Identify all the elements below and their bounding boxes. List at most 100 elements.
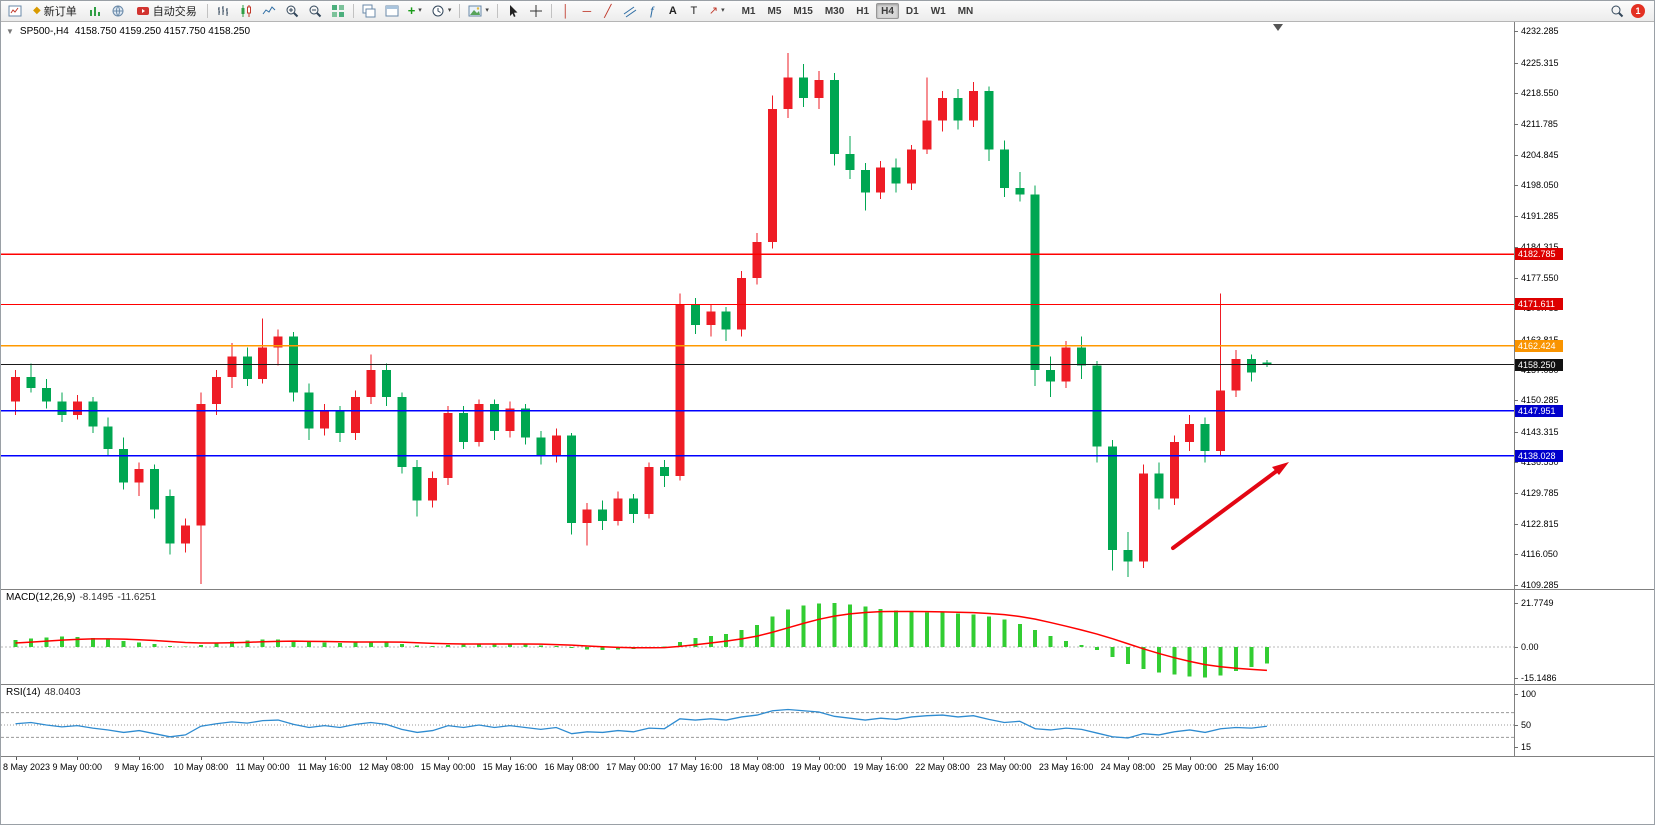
time-tick: [880, 756, 882, 760]
time-axis[interactable]: 8 May 2023 9 May 00:00 9 May 16:00 10 May 0…: [1, 756, 1514, 778]
price-tag: 4171.611: [1515, 298, 1563, 311]
time-tick: [324, 756, 326, 760]
timeframe-d1-button[interactable]: D1: [901, 3, 924, 19]
timeframe-m1-button[interactable]: M1: [737, 3, 761, 19]
timeframe-m15-button[interactable]: M15: [788, 3, 817, 19]
price-tick-mark: [1514, 31, 1518, 33]
main-chart-canvas[interactable]: [1, 21, 1514, 589]
price-tick-mark: [1514, 492, 1518, 494]
notification-badge[interactable]: 1: [1631, 4, 1645, 18]
chart-symbol-label: SP500-,H4: [19, 26, 69, 37]
new-order-icon: ◆: [33, 5, 41, 16]
time-label: 22 May 08:00: [915, 762, 970, 772]
new-window-button[interactable]: [381, 2, 403, 20]
price-tick-label: 4143.315: [1521, 426, 1559, 437]
horizontal-line-tool-button[interactable]: ─: [577, 2, 597, 20]
line-chart-icon: [262, 6, 276, 15]
cursor-button[interactable]: [502, 2, 524, 20]
indicators-plus-icon: +: [407, 3, 416, 18]
text-tool-button[interactable]: A: [663, 2, 683, 20]
price-scale[interactable]: 4232.285 4225.315 4218.550 4211.785 4204.845…: [1514, 1, 1654, 824]
search-button[interactable]: [1606, 2, 1628, 20]
price-tick-label: 4163.815: [1521, 335, 1559, 345]
indicators-button[interactable]: + ▾: [404, 2, 426, 20]
chevron-down-icon: ▾: [485, 7, 489, 14]
zoom-in-button[interactable]: [281, 2, 303, 20]
navigator-button[interactable]: [107, 2, 129, 20]
rsi-label: RSI(14) 48.0403: [6, 687, 81, 698]
macd-tick-mark: [1514, 677, 1518, 679]
price-tick-label: 4218.550: [1521, 88, 1559, 99]
rsi-panel-separator[interactable]: [1, 684, 1654, 685]
crosshair-button[interactable]: [525, 2, 547, 20]
price-tick-label: 4211.785: [1521, 118, 1558, 129]
price-tick-mark: [1514, 247, 1518, 249]
price-tick-label: 4129.785: [1521, 487, 1559, 498]
time-tick: [139, 756, 141, 760]
label-tool-button[interactable]: T: [684, 2, 704, 20]
time-label: 11 May 00:00: [235, 762, 290, 772]
market-watch-button[interactable]: [84, 2, 106, 20]
timeframe-w1-button[interactable]: W1: [926, 3, 951, 19]
trendline-tool-button[interactable]: ╱: [598, 2, 618, 20]
vertical-line-tool-button[interactable]: │: [556, 2, 576, 20]
price-tick-mark: [1514, 215, 1518, 217]
price-tag: 4158.250: [1515, 358, 1563, 371]
tile-windows-button[interactable]: [327, 2, 349, 20]
price-tick-label: 4204.845: [1521, 149, 1559, 160]
bar-chart-type-button[interactable]: [212, 2, 234, 20]
periods-button[interactable]: ▾: [427, 2, 456, 20]
price-tick-mark: [1514, 524, 1518, 526]
navigator-icon: [112, 5, 124, 17]
time-label: 9 May 16:00: [114, 762, 164, 772]
timeframe-group: M1 M5 M15 M30 H1 H4 D1 W1 MN: [736, 3, 980, 19]
time-label: 11 May 16:00: [297, 762, 352, 772]
time-tick: [1251, 756, 1253, 760]
rsi-scale-label: 100: [1521, 689, 1537, 699]
price-tick-mark: [1514, 400, 1518, 402]
rsi-scale-label: 50: [1521, 720, 1532, 730]
timeframe-mn-button[interactable]: MN: [953, 3, 979, 19]
price-tick-label: 4150.285: [1521, 395, 1559, 406]
timeframe-m30-button[interactable]: M30: [820, 3, 849, 19]
timeframe-h4-button[interactable]: H4: [876, 3, 899, 19]
macd-panel-canvas[interactable]: [1, 589, 1514, 684]
cascade-windows-button[interactable]: [358, 2, 380, 20]
horizontal-lines-layer: [1, 253, 1514, 457]
rsi-tick-mark: [1514, 694, 1518, 695]
rsi-panel-canvas[interactable]: [1, 684, 1514, 756]
crosshair-icon: [529, 5, 542, 17]
price-tick-mark: [1514, 62, 1518, 64]
arrow-tool-icon: ↗: [708, 5, 719, 17]
one-click-trading-toggle[interactable]: ▼: [6, 27, 14, 36]
market-watch-icon: [89, 7, 100, 16]
chevron-down-icon: ▾: [721, 7, 725, 14]
time-tick: [1189, 756, 1191, 760]
macd-scale-label: 21.7749: [1521, 598, 1554, 608]
line-chart-type-button[interactable]: [258, 2, 280, 20]
macd-panel-separator[interactable]: [1, 589, 1654, 590]
price-tick-mark: [1514, 123, 1518, 125]
equidistant-channel-icon: [623, 6, 637, 18]
time-label: 25 May 00:00: [1162, 762, 1217, 772]
new-chart-button[interactable]: [4, 2, 26, 20]
time-label: 8 May 2023: [3, 762, 51, 772]
timeframe-h1-button[interactable]: H1: [851, 3, 874, 19]
autotrading-button[interactable]: 自动交易: [130, 2, 203, 20]
arrows-tool-button[interactable]: ↗ ▾: [705, 2, 729, 20]
fibonacci-tool-button[interactable]: ƒ: [642, 2, 662, 20]
horizontal-line-icon: ─: [582, 4, 592, 18]
new-order-button[interactable]: ◆ 新订单: [27, 2, 83, 20]
timeframe-m5-button[interactable]: M5: [762, 3, 786, 19]
tile-windows-icon: [331, 5, 344, 17]
price-tick-mark: [1514, 93, 1518, 95]
time-tick: [695, 756, 697, 760]
channel-tool-button[interactable]: [619, 2, 641, 20]
candle-chart-type-button[interactable]: [235, 2, 257, 20]
zoom-out-button[interactable]: [304, 2, 326, 20]
rsi-tick-mark: [1514, 725, 1518, 726]
templates-button[interactable]: ▾: [464, 2, 493, 20]
candlestick-chart-icon: [241, 5, 251, 17]
chart-header: ▼ SP500-,H4 4158.750 4159.250 4157.750 4…: [6, 26, 250, 37]
time-label: 16 May 08:00: [544, 762, 599, 772]
